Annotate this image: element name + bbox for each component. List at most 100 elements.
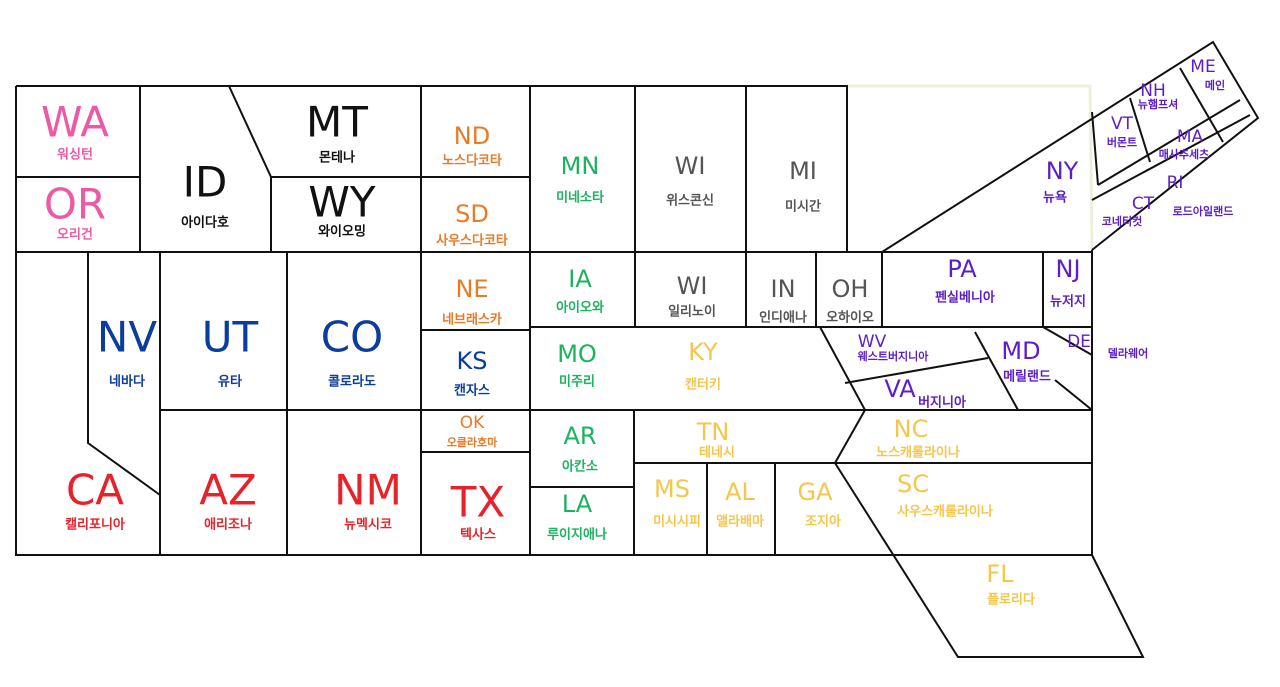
state: AR 아칸소 [562, 422, 598, 475]
state-abbr: NC [894, 415, 929, 443]
state-abbr: MA [1177, 127, 1204, 147]
state-name: 아이다호 [181, 215, 229, 231]
state-abbr: NV [97, 313, 157, 362]
state-name: 네브래스카 [442, 312, 502, 328]
state-name: 메릴랜드 [1003, 369, 1051, 385]
state-abbr: CA [66, 466, 124, 515]
state-name: 몬테나 [319, 150, 355, 166]
state-abbr: VA [884, 375, 916, 403]
state-abbr: AZ [199, 466, 257, 515]
state-abbr: WI [677, 272, 708, 300]
state-name: 오하이오 [826, 310, 874, 326]
state-name: 사우스캐롤라이나 [897, 504, 993, 520]
state-name: 미시시피 [653, 514, 701, 530]
state-abbr: AR [563, 422, 596, 450]
state: SC 사우스캐롤라이나 [897, 470, 993, 520]
state-abbr: GA [797, 478, 833, 506]
state: MT 몬테나 [306, 98, 368, 166]
state: MD 메릴랜드 [1001, 337, 1051, 385]
state: CO 콜로라도 [321, 313, 383, 390]
state-name: 노스캐롤라이나 [876, 445, 960, 461]
state-name: 뉴햄프셔 [1138, 97, 1178, 111]
state-name: 유타 [218, 374, 242, 390]
state-abbr: PA [947, 255, 977, 283]
state: VA 버지니아 [884, 375, 966, 411]
state: UT 유타 [202, 313, 259, 390]
state-name: 뉴멕시코 [344, 517, 392, 533]
state-name: 플로리다 [987, 592, 1035, 608]
state: NJ 뉴저지 [1050, 255, 1086, 310]
state-name: 워싱턴 [57, 147, 93, 163]
state-abbr: OR [44, 180, 106, 229]
state-name: 루이지애나 [547, 527, 607, 543]
state-abbr: NE [455, 275, 488, 303]
state-name: 웨스트버지니아 [858, 349, 930, 363]
state-name: 조지아 [805, 514, 841, 530]
state-name: 코네티컷 [1102, 214, 1142, 228]
state-abbr: WV [858, 332, 887, 352]
state: SD 사우스다코타 [436, 200, 508, 249]
state-abbr: LA [562, 490, 593, 518]
state: IN 인디애나 [759, 275, 807, 326]
state-abbr: ME [1190, 57, 1215, 77]
state-name: 로드아일랜드 [1173, 204, 1234, 218]
state-name: 뉴욕 [1043, 190, 1067, 206]
state-abbr: VT [1111, 114, 1134, 134]
state: FL 플로리다 [986, 560, 1035, 608]
state: NC 노스캐롤라이나 [876, 415, 960, 461]
state-abbr: IA [568, 265, 592, 293]
state-name: 노스다코타 [442, 153, 502, 169]
state-abbr: MD [1001, 337, 1040, 365]
state-abbr: ID [183, 158, 228, 207]
state-name: 미네소타 [556, 190, 604, 206]
state-name: 캔자스 [454, 383, 490, 399]
state-name: 캘리포니아 [65, 517, 125, 533]
state: LA 루이지애나 [547, 490, 607, 543]
state: WI 일리노이 [668, 272, 716, 320]
state: IA 아이오와 [556, 265, 604, 316]
state-name: 버몬트 [1107, 135, 1137, 149]
state-name: 텍사스 [460, 527, 496, 543]
state-name: 사우스다코타 [436, 233, 508, 249]
state-name: 캔터키 [685, 377, 721, 393]
state: KS 캔자스 [454, 347, 490, 399]
faint-border [847, 84, 1094, 251]
state: NE 네브래스카 [442, 275, 502, 328]
state-abbr: NH [1140, 81, 1166, 101]
state-abbr: NY [1046, 157, 1079, 185]
state-abbr: ND [454, 122, 490, 150]
state: AL 앨라배마 [716, 478, 764, 530]
state-name: 오클라호마 [447, 435, 498, 449]
state-abbr: NJ [1055, 255, 1080, 283]
state: DE 델라웨어 [1067, 332, 1148, 360]
state-name: 와이오밍 [318, 224, 366, 240]
state: MO 미주리 [557, 340, 597, 390]
state: MN 미네소타 [556, 152, 604, 206]
state-name: 일리노이 [668, 304, 716, 320]
state-abbr: WI [675, 152, 706, 180]
state: MS 미시시피 [653, 475, 701, 530]
state-abbr: CT [1132, 194, 1155, 214]
state: PA 펜실베니아 [935, 255, 995, 306]
state-abbr: WA [41, 98, 109, 147]
state-abbr: RI [1167, 173, 1184, 193]
state-abbr: NM [334, 466, 402, 515]
state-name: 아이오와 [556, 300, 604, 316]
state-abbr: OK [460, 413, 485, 433]
state-name: 위스콘신 [666, 194, 714, 209]
state-name: 미시간 [785, 199, 821, 215]
state: ID 아이다호 [181, 158, 229, 231]
state-abbr: AL [725, 478, 755, 506]
state-abbr: CO [321, 313, 383, 362]
state-abbr: MT [306, 98, 368, 147]
state: NV 네바다 [97, 313, 157, 390]
state-abbr: DE [1067, 332, 1091, 352]
